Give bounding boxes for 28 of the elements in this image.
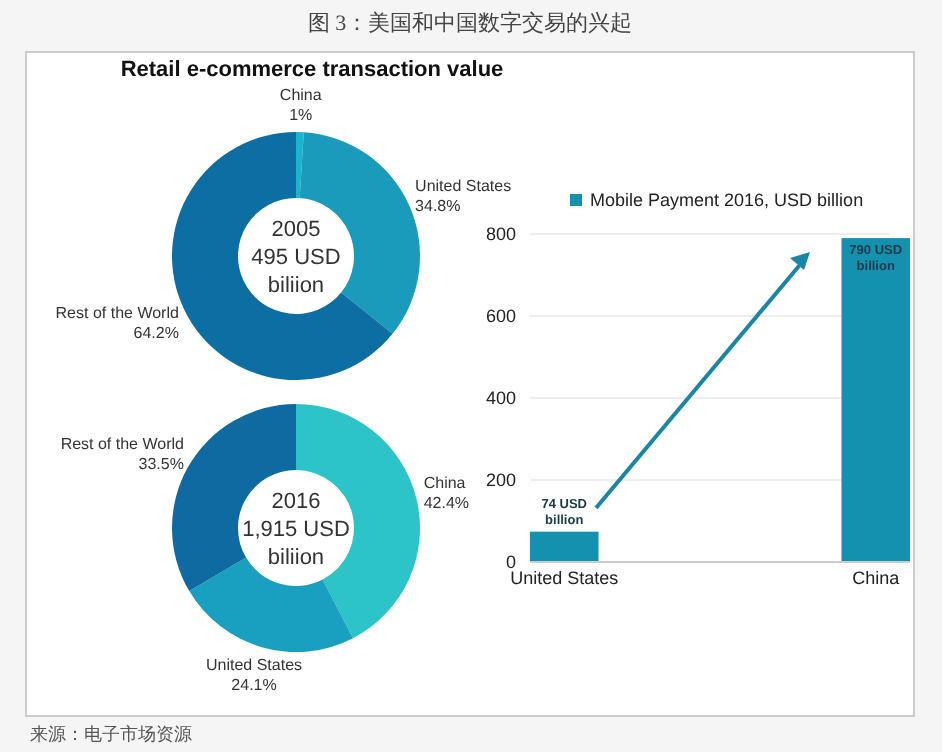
data-label: 33.5% (138, 454, 184, 473)
text: 495 USD (251, 246, 341, 270)
donut-slice (296, 132, 304, 199)
y-tick-label: 200 (485, 470, 516, 490)
slice-label: China (279, 86, 323, 105)
chart-subtitle: Retail e-commerce transaction value (120, 58, 504, 82)
data-label: 1% (289, 106, 313, 125)
slice-label: United States (415, 176, 512, 195)
y-tick-label: 800 (485, 224, 516, 244)
y-tick-label: 0 (505, 552, 516, 572)
slice-label: China (423, 474, 467, 493)
text: biliion (267, 274, 325, 298)
data-label: 42.4% (423, 494, 470, 513)
slice-label: Rest of the World (60, 434, 184, 453)
source-note: 来源：电子市场资源 (30, 724, 192, 744)
text: biliion (267, 546, 325, 570)
text: 1,915 USD (242, 518, 350, 542)
legend-label: Mobile Payment 2016, USD billion (590, 190, 864, 210)
data-label: 24.1% (231, 676, 277, 695)
slice-label: Rest of the World (55, 303, 179, 322)
y-tick-label: 600 (485, 306, 516, 326)
text: 2016 (271, 490, 321, 514)
chart-title: 图 3：美国和中国数字交易的兴起 (307, 10, 633, 36)
y-tick-label: 400 (485, 388, 516, 408)
slice-label: United States (206, 656, 303, 675)
data-label: 64.2% (133, 323, 179, 342)
text: 2005 (271, 218, 321, 242)
data-label: 34.8% (415, 196, 461, 215)
